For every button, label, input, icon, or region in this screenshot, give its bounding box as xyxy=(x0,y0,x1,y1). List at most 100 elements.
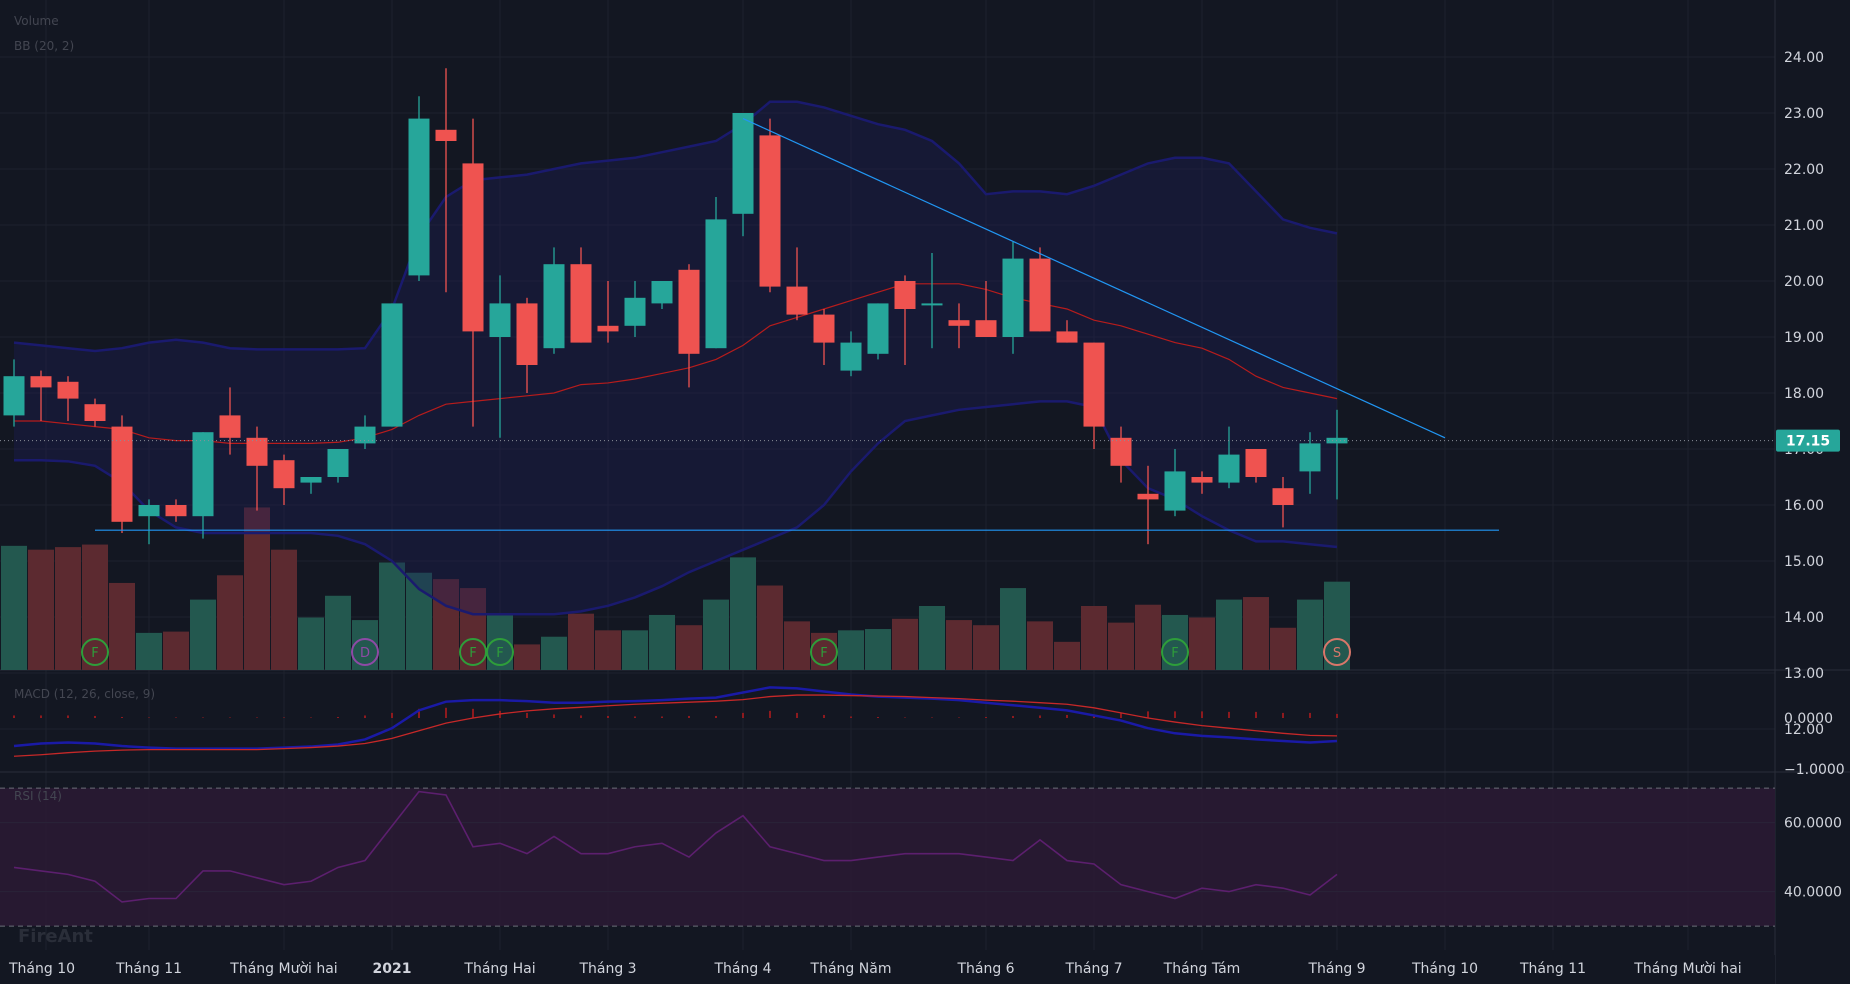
time-tick-label: Tháng Tám xyxy=(1163,961,1241,977)
marker-letter: D xyxy=(360,646,370,661)
rsi-line xyxy=(13,790,1338,903)
time-tick-label: Tháng 4 xyxy=(713,961,771,977)
marker-letter: F xyxy=(1171,646,1178,661)
macd-tick-label: 0.0000 xyxy=(1784,711,1833,727)
volume-bar xyxy=(1081,606,1107,670)
candle-body xyxy=(408,118,430,276)
volume-bar xyxy=(271,549,297,670)
volume-bar xyxy=(1216,599,1242,670)
volume-bar xyxy=(973,625,999,670)
candle-body xyxy=(3,376,25,416)
last-price-label: 17.15 xyxy=(1786,434,1830,450)
candle-body xyxy=(1191,477,1213,483)
candle-body xyxy=(543,264,565,349)
price-tick-label: 14.00 xyxy=(1784,610,1824,626)
bb-fill xyxy=(14,101,1337,615)
volume-bar xyxy=(514,644,540,670)
candle-body xyxy=(786,286,808,315)
volume-bars xyxy=(1,507,1350,670)
macd-line xyxy=(13,686,1338,750)
volume-bar xyxy=(82,544,108,670)
candle-body xyxy=(1218,454,1240,483)
volume-bar xyxy=(919,606,945,670)
rsi-tick-label: 60.0000 xyxy=(1784,816,1842,832)
rsi-pane xyxy=(0,787,1775,927)
candle-body xyxy=(570,264,592,343)
candle-body xyxy=(840,342,862,371)
candle-body xyxy=(597,325,619,332)
resistance-trendline[interactable] xyxy=(742,118,1446,439)
candle-body xyxy=(30,376,52,388)
marker-letter: F xyxy=(469,646,476,661)
time-tick-label: Tháng 9 xyxy=(1307,961,1365,977)
time-tick-label: Tháng Hai xyxy=(463,961,535,977)
candle-body xyxy=(138,505,160,517)
macd-label: MACD (12, 26, close, 9) xyxy=(14,687,155,701)
macd-pane xyxy=(13,686,1338,757)
volume-bar xyxy=(325,595,351,670)
time-axis: Tháng 10 Tháng 11 Tháng Mười hai 2021 Tháng … xyxy=(0,955,1775,984)
price-tick-label: 19.00 xyxy=(1784,330,1824,346)
time-tick-label: Tháng 6 xyxy=(956,961,1014,977)
watermark: FireAnt xyxy=(18,926,93,947)
volume-bar xyxy=(568,613,594,670)
candle-body xyxy=(300,477,322,483)
time-tick-label: Tháng 3 xyxy=(578,961,636,977)
time-tick-label: Tháng 10 xyxy=(1411,961,1478,977)
candle-body xyxy=(678,269,700,354)
volume-bar xyxy=(190,599,216,670)
candle-body xyxy=(759,135,781,287)
price-tick-label: 23.00 xyxy=(1784,106,1824,122)
candles xyxy=(3,68,1348,545)
candle-body xyxy=(921,303,943,306)
candle-body xyxy=(1083,342,1105,427)
bb-middle-line xyxy=(14,283,1338,444)
marker-letter: F xyxy=(91,646,98,661)
price-axis: 24.0023.0022.0021.0020.0019.0018.0017.00… xyxy=(1776,50,1845,901)
candle-body xyxy=(1272,488,1294,505)
marker-f[interactable] xyxy=(1161,638,1189,666)
bb-label: BB (20, 2) xyxy=(14,39,74,53)
candle-body xyxy=(1029,258,1051,332)
rsi-band-zone xyxy=(0,788,1775,927)
candle-body xyxy=(327,449,349,477)
volume-bar xyxy=(730,557,756,670)
volume-bar xyxy=(163,631,189,670)
volume-bar xyxy=(1270,627,1296,670)
marker-s[interactable] xyxy=(1323,638,1351,666)
volume-bar xyxy=(109,582,135,670)
marker-d[interactable] xyxy=(351,638,379,666)
price-tick-label: 22.00 xyxy=(1784,162,1824,178)
volume-bar xyxy=(1135,604,1161,670)
candle-body xyxy=(354,426,376,444)
volume-bar xyxy=(784,621,810,670)
time-tick-label: 2021 xyxy=(373,961,412,977)
price-tick-label: 16.00 xyxy=(1784,498,1824,514)
volume-bar xyxy=(1108,622,1134,670)
candle-body xyxy=(948,320,970,326)
candle-body xyxy=(219,415,241,438)
volume-bar xyxy=(703,599,729,670)
volume-bar xyxy=(1297,599,1323,670)
candle-body xyxy=(57,381,79,399)
last-price-badge xyxy=(1776,429,1840,452)
marker-f[interactable] xyxy=(486,638,514,666)
volume-bar xyxy=(1189,617,1215,670)
time-tick-label: Tháng Mười hai xyxy=(229,961,337,977)
candle-body xyxy=(732,113,754,214)
volume-bar xyxy=(217,575,243,670)
candle-body xyxy=(624,297,646,326)
volume-bar xyxy=(28,549,54,670)
time-tick-label: Tháng 10 xyxy=(8,961,75,977)
rsi-tick-label: 40.0000 xyxy=(1784,885,1842,901)
marker-f[interactable] xyxy=(810,638,838,666)
candle-body xyxy=(246,437,268,466)
candle-body xyxy=(1110,437,1132,466)
candle-body xyxy=(1245,449,1267,477)
candle-body xyxy=(1056,331,1078,343)
candle-body xyxy=(1299,443,1321,472)
marker-f[interactable] xyxy=(81,638,109,666)
